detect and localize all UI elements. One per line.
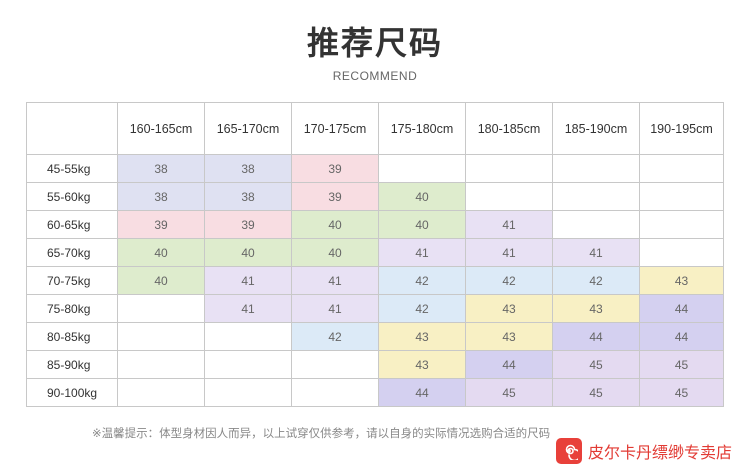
size-cell: 44 bbox=[639, 294, 724, 323]
table-row: 90-100kg 44 45 45 45 bbox=[26, 378, 724, 407]
size-cell: 42 bbox=[552, 266, 640, 295]
spiral-logo-icon bbox=[555, 438, 582, 464]
empty-cell bbox=[117, 294, 205, 323]
size-cell: 38 bbox=[204, 182, 292, 211]
size-cell: 45 bbox=[552, 378, 640, 407]
store-watermark: 皮尔卡丹缥缈专卖店 bbox=[551, 436, 736, 466]
empty-cell bbox=[204, 378, 292, 407]
size-cell: 40 bbox=[117, 266, 205, 295]
table-row: 45-55kg 38 38 39 bbox=[26, 154, 724, 183]
empty-cell bbox=[465, 182, 553, 211]
table-row: 65-70kg 40 40 40 41 41 41 bbox=[26, 238, 724, 267]
column-header: 170-175cm bbox=[291, 102, 379, 155]
empty-cell bbox=[378, 154, 466, 183]
size-cell: 45 bbox=[552, 350, 640, 379]
size-cell: 44 bbox=[465, 350, 553, 379]
empty-cell bbox=[552, 182, 640, 211]
size-cell: 45 bbox=[465, 378, 553, 407]
empty-cell bbox=[291, 350, 379, 379]
empty-cell bbox=[639, 238, 724, 267]
page-subtitle: RECOMMEND bbox=[332, 69, 418, 83]
page-title: 推荐尺码 bbox=[306, 24, 443, 62]
row-header: 85-90kg bbox=[26, 350, 118, 379]
size-cell: 41 bbox=[204, 266, 292, 295]
corner-cell bbox=[26, 102, 118, 155]
row-header: 45-55kg bbox=[26, 154, 118, 183]
size-cell: 43 bbox=[465, 322, 553, 351]
column-header: 165-170cm bbox=[204, 102, 292, 155]
row-header: 60-65kg bbox=[26, 210, 118, 239]
empty-cell bbox=[117, 350, 205, 379]
row-header: 80-85kg bbox=[26, 322, 118, 351]
size-cell: 38 bbox=[204, 154, 292, 183]
size-cell: 44 bbox=[552, 322, 640, 351]
size-cell: 45 bbox=[639, 350, 724, 379]
size-cell: 42 bbox=[291, 322, 379, 351]
size-cell: 39 bbox=[117, 210, 205, 239]
column-header: 190-195cm bbox=[639, 102, 724, 155]
size-cell: 41 bbox=[378, 238, 466, 267]
empty-cell bbox=[639, 154, 724, 183]
column-header: 160-165cm bbox=[117, 102, 205, 155]
size-tip-note: ※温馨提示：体型身材因人而异，以上试穿仅供参考，请以自身的实际情况选购合适的尺码 bbox=[92, 426, 551, 440]
empty-cell bbox=[117, 322, 205, 351]
table-header-row: 160-165cm 165-170cm 170-175cm 175-180cm … bbox=[26, 102, 724, 155]
column-header: 175-180cm bbox=[378, 102, 466, 155]
size-cell: 40 bbox=[378, 210, 466, 239]
empty-cell bbox=[204, 350, 292, 379]
size-cell: 41 bbox=[291, 294, 379, 323]
size-cell: 39 bbox=[291, 154, 379, 183]
size-cell: 43 bbox=[639, 266, 724, 295]
size-cell: 42 bbox=[378, 266, 466, 295]
store-name: 皮尔卡丹缥缈专卖店 bbox=[587, 443, 732, 462]
size-cell: 41 bbox=[465, 238, 553, 267]
size-cell: 43 bbox=[378, 350, 466, 379]
size-cell: 38 bbox=[117, 182, 205, 211]
empty-cell bbox=[639, 210, 724, 239]
empty-cell bbox=[552, 154, 640, 183]
size-chart-table: 160-165cm 165-170cm 170-175cm 175-180cm … bbox=[26, 102, 724, 407]
row-header: 90-100kg bbox=[26, 378, 118, 407]
table-row: 55-60kg 38 38 39 40 bbox=[26, 182, 724, 211]
size-cell: 42 bbox=[378, 294, 466, 323]
size-cell: 44 bbox=[378, 378, 466, 407]
size-cell: 44 bbox=[639, 322, 724, 351]
table-row: 85-90kg 43 44 45 45 bbox=[26, 350, 724, 379]
column-header: 180-185cm bbox=[465, 102, 553, 155]
size-cell: 38 bbox=[117, 154, 205, 183]
size-cell: 39 bbox=[204, 210, 292, 239]
empty-cell bbox=[465, 154, 553, 183]
empty-cell bbox=[552, 210, 640, 239]
size-cell: 40 bbox=[291, 210, 379, 239]
empty-cell bbox=[291, 378, 379, 407]
size-cell: 40 bbox=[117, 238, 205, 267]
size-cell: 40 bbox=[291, 238, 379, 267]
size-cell: 42 bbox=[465, 266, 553, 295]
table-row: 80-85kg 42 43 43 44 44 bbox=[26, 322, 724, 351]
empty-cell bbox=[204, 322, 292, 351]
size-cell: 41 bbox=[465, 210, 553, 239]
row-header: 70-75kg bbox=[26, 266, 118, 295]
row-header: 65-70kg bbox=[26, 238, 118, 267]
size-cell: 43 bbox=[378, 322, 466, 351]
table-row: 75-80kg 41 41 42 43 43 44 bbox=[26, 294, 724, 323]
size-cell: 41 bbox=[204, 294, 292, 323]
size-cell: 40 bbox=[378, 182, 466, 211]
empty-cell bbox=[639, 182, 724, 211]
size-cell: 43 bbox=[465, 294, 553, 323]
table-row: 60-65kg 39 39 40 40 41 bbox=[26, 210, 724, 239]
size-cell: 41 bbox=[552, 238, 640, 267]
size-cell: 40 bbox=[204, 238, 292, 267]
column-header: 185-190cm bbox=[552, 102, 640, 155]
row-header: 55-60kg bbox=[26, 182, 118, 211]
size-cell: 39 bbox=[291, 182, 379, 211]
size-cell: 41 bbox=[291, 266, 379, 295]
size-cell: 45 bbox=[639, 378, 724, 407]
empty-cell bbox=[117, 378, 205, 407]
row-header: 75-80kg bbox=[26, 294, 118, 323]
table-row: 70-75kg 40 41 41 42 42 42 43 bbox=[26, 266, 724, 295]
size-cell: 43 bbox=[552, 294, 640, 323]
